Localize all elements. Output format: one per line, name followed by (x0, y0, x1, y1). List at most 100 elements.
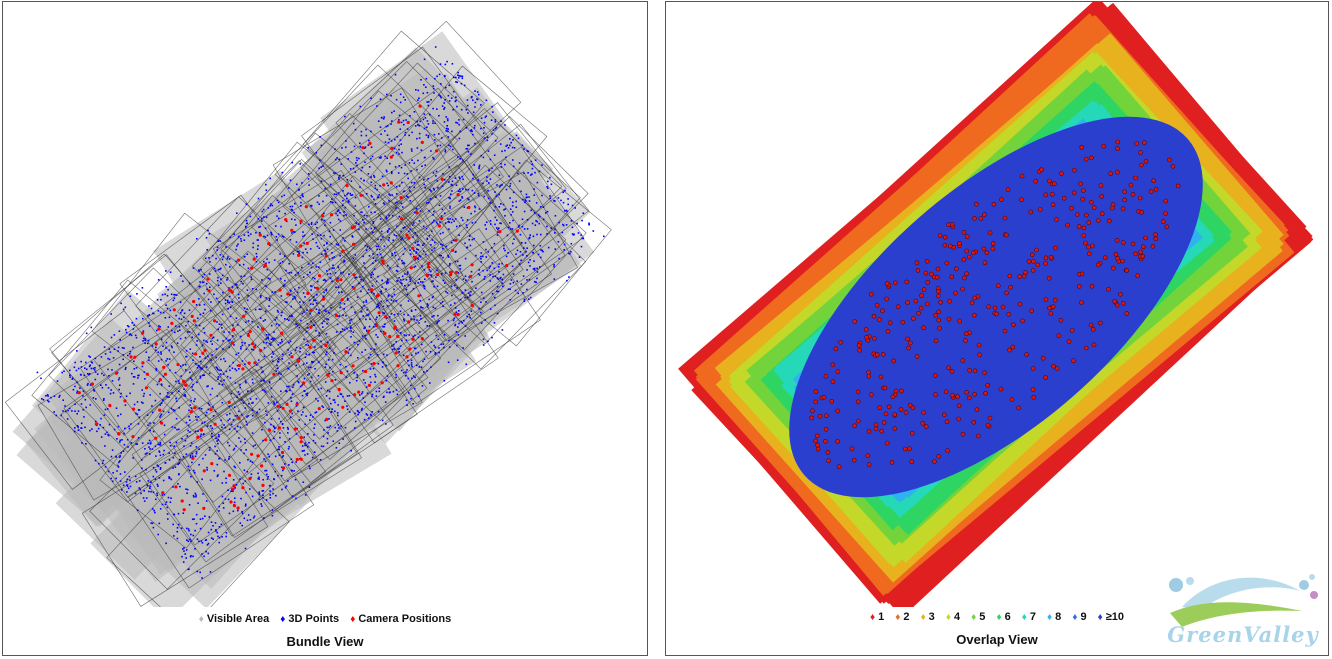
camera-position (227, 473, 232, 477)
3d-point (269, 484, 271, 487)
3d-point (426, 303, 429, 305)
3d-point (216, 339, 219, 342)
overlap-legend: ♦ 1 ♦ 2 ♦ 3 ♦ 4 ♦ 5 ♦ 6 ♦ 7 ♦ 8 ♦ 9 ♦ ≥10 (666, 611, 1328, 623)
3d-point (226, 258, 229, 260)
3d-point (390, 172, 393, 175)
3d-point (261, 505, 263, 507)
3d-point (210, 425, 212, 427)
3d-point (294, 297, 297, 299)
3d-point (454, 307, 457, 309)
3d-point (140, 492, 142, 495)
3d-point (88, 355, 90, 357)
3d-point (341, 147, 343, 149)
3d-point (306, 362, 308, 364)
3d-point (349, 381, 351, 384)
legend-item-4: ♦ 4 (946, 611, 960, 623)
3d-point (251, 495, 254, 498)
camera-position (192, 299, 196, 304)
3d-point (142, 402, 144, 404)
3d-point (384, 323, 386, 325)
3d-point (434, 241, 436, 244)
camera-position (966, 395, 972, 401)
3d-point (403, 262, 406, 265)
3d-point (482, 182, 484, 185)
3d-point (410, 181, 413, 184)
3d-point (441, 247, 444, 250)
3d-point (522, 275, 525, 277)
3d-point (103, 398, 105, 400)
3d-point (536, 277, 538, 280)
3d-point (241, 512, 244, 515)
camera-position (1086, 251, 1092, 257)
3d-point (370, 297, 373, 300)
3d-point (422, 225, 425, 228)
3d-point (404, 131, 407, 134)
camera-position (284, 218, 288, 222)
3d-point (416, 168, 418, 171)
3d-point (308, 441, 310, 444)
3d-point (398, 153, 400, 155)
camera-position (1122, 189, 1127, 195)
3d-point (494, 121, 497, 123)
3d-point (499, 277, 501, 280)
3d-point (255, 261, 258, 263)
3d-point (150, 481, 152, 483)
3d-point (172, 467, 174, 469)
3d-point (277, 358, 280, 360)
3d-point (523, 172, 525, 174)
3d-point (394, 254, 397, 257)
image-outline (288, 221, 475, 403)
3d-point (361, 407, 363, 410)
3d-point (306, 323, 309, 325)
3d-point (383, 325, 386, 328)
3d-point (432, 156, 434, 159)
3d-point (334, 410, 336, 413)
3d-point (168, 385, 171, 387)
3d-point (318, 312, 320, 314)
3d-point (215, 530, 217, 532)
camera-position (418, 104, 422, 108)
camera-position (330, 379, 334, 383)
3d-point (389, 162, 391, 165)
3d-point (454, 260, 457, 263)
3d-point (179, 329, 181, 331)
3d-point (386, 317, 388, 319)
camera-position (883, 411, 889, 417)
3d-point (533, 280, 536, 283)
3d-point (266, 473, 268, 476)
3d-point (402, 278, 405, 281)
3d-point (362, 279, 365, 282)
3d-point (337, 404, 339, 406)
3d-point (451, 184, 453, 186)
3d-point (156, 329, 158, 332)
3d-point (165, 304, 167, 306)
3d-point (541, 164, 543, 166)
3d-point (533, 267, 536, 270)
3d-point (475, 287, 477, 289)
3d-point (141, 389, 143, 391)
3d-point (298, 357, 301, 360)
3d-point (395, 341, 397, 343)
3d-point (459, 190, 462, 193)
3d-point (148, 325, 151, 327)
3d-point (137, 423, 140, 425)
3d-point (346, 299, 349, 301)
3d-point (366, 214, 368, 217)
camera-position (856, 418, 861, 424)
3d-point (177, 330, 179, 332)
3d-point (475, 254, 477, 257)
3d-point (182, 280, 184, 283)
3d-point (334, 201, 337, 204)
3d-point (190, 377, 192, 379)
3d-point (539, 244, 542, 247)
3d-point (434, 77, 436, 80)
3d-point (269, 439, 272, 441)
3d-point (361, 166, 364, 169)
camera-position (907, 446, 912, 452)
3d-point (270, 387, 273, 390)
3d-point (270, 338, 273, 340)
3d-point (414, 282, 416, 284)
camera-position (280, 450, 285, 455)
3d-point (405, 288, 408, 291)
camera-position (961, 230, 967, 235)
